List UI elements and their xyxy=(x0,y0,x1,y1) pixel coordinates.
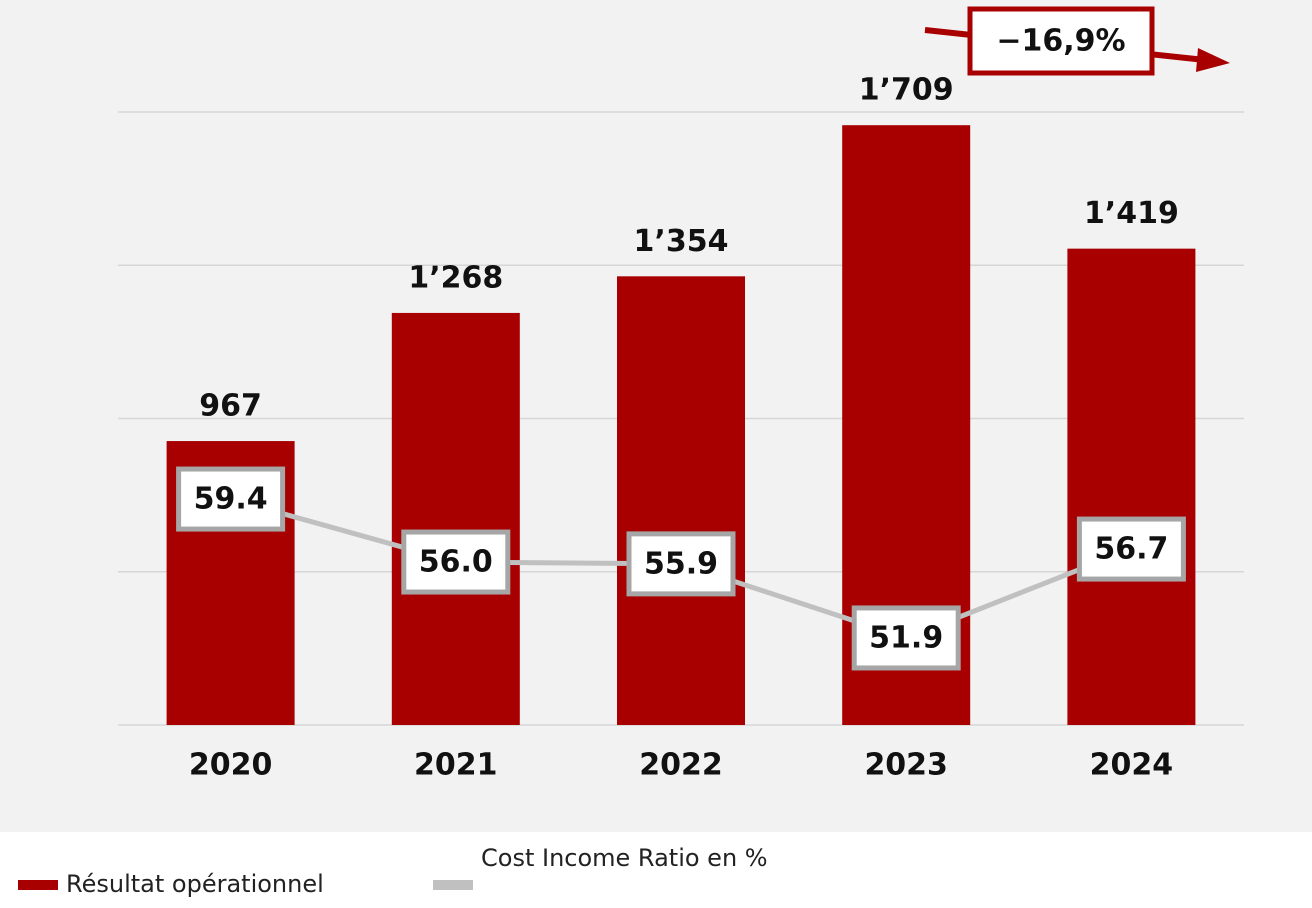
line-value-box xyxy=(851,605,961,671)
bar-value-label: 1’354 xyxy=(634,224,729,259)
x-tick-label: 2020 xyxy=(189,748,273,783)
line-value-label: 55.9 xyxy=(644,546,718,581)
bar-value-label: 1’268 xyxy=(408,260,503,295)
legend-label: Résultat opérationnel xyxy=(66,870,324,898)
legend-label: Cost Income Ratio en % xyxy=(481,844,768,872)
line-value-label: 56.0 xyxy=(419,545,493,580)
line-value-label: 56.7 xyxy=(1094,532,1168,567)
bar-value-label: 967 xyxy=(199,389,262,424)
bar xyxy=(617,276,745,725)
legend-swatch xyxy=(433,880,473,890)
annotation-text: −16,9% xyxy=(996,24,1125,59)
line-value-label: 59.4 xyxy=(194,482,268,517)
x-tick-label: 2024 xyxy=(1090,748,1174,783)
line-value-box xyxy=(176,466,286,532)
annotation-box xyxy=(967,6,1155,76)
x-tick-label: 2022 xyxy=(639,748,723,783)
x-tick-label: 2023 xyxy=(864,748,948,783)
bar-value-label: 1’419 xyxy=(1084,196,1179,231)
bar-value-label: 1’709 xyxy=(859,73,954,108)
annotation: −16,9% xyxy=(924,6,1230,76)
line-value-box xyxy=(1076,516,1186,582)
line-value-box xyxy=(401,529,511,595)
line-value-label: 51.9 xyxy=(869,620,943,655)
line-value-box xyxy=(626,531,736,597)
legend-swatch xyxy=(18,880,58,890)
x-tick-label: 2021 xyxy=(414,748,498,783)
bar xyxy=(391,312,520,725)
bar xyxy=(1067,248,1196,725)
arrow-head xyxy=(1196,48,1230,72)
